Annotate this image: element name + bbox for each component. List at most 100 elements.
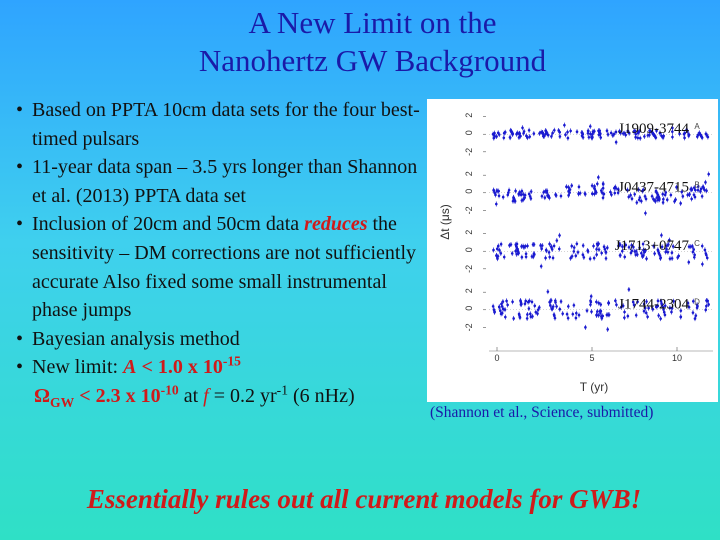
residual-point — [648, 129, 651, 133]
residual-point — [671, 126, 674, 130]
y-tick-label: 2 — [464, 288, 474, 293]
residual-point — [521, 244, 525, 248]
pulsar-label: J1909-3744 — [618, 121, 689, 137]
residual-point — [577, 313, 581, 317]
y-axis-label: Δt (μs) — [438, 204, 452, 240]
residual-point — [501, 300, 505, 303]
residual-point — [528, 299, 531, 303]
residual-point — [526, 313, 529, 316]
residual-point — [553, 128, 556, 132]
residual-point — [527, 128, 531, 132]
residual-point — [632, 245, 635, 249]
residual-point — [565, 185, 568, 188]
residual-point — [621, 304, 625, 308]
conclusion-text: Essentially rules out all current models… — [86, 484, 642, 514]
residual-point — [671, 245, 675, 248]
residual-point — [651, 307, 655, 311]
residual-point — [528, 195, 532, 198]
residual-point — [566, 316, 570, 320]
residual-point — [614, 299, 617, 303]
residual-point — [665, 247, 668, 251]
residual-point — [638, 136, 642, 140]
residual-point — [492, 133, 496, 137]
residual-point — [531, 243, 535, 246]
residual-point — [627, 195, 631, 199]
residual-point — [675, 185, 678, 189]
residual-point — [616, 191, 620, 195]
residual-point — [599, 303, 603, 306]
residual-point — [636, 131, 640, 135]
residual-point — [550, 307, 553, 311]
residual-point — [532, 252, 536, 255]
residual-point — [575, 311, 578, 315]
residual-point — [693, 195, 697, 199]
bullet-list: • Based on PPTA 10cm data sets for the f… — [16, 96, 436, 411]
residual-point — [496, 257, 499, 260]
residual-point — [540, 194, 544, 198]
residual-point — [520, 189, 524, 193]
emphasis-reduces: reduces — [304, 213, 368, 236]
freq-symbol: f — [203, 384, 209, 407]
residual-point — [539, 264, 543, 268]
residual-point — [642, 188, 645, 192]
y-tick-label: -2 — [464, 206, 474, 214]
residual-point — [590, 192, 594, 196]
residual-point — [592, 130, 595, 134]
residual-point — [671, 135, 674, 139]
residual-point — [618, 254, 622, 257]
residual-point — [571, 312, 575, 316]
residual-point — [633, 250, 637, 253]
residual-point — [630, 249, 634, 253]
residual-point — [648, 133, 651, 137]
residual-point — [494, 202, 498, 206]
residual-point — [619, 131, 622, 135]
residual-point — [523, 245, 527, 248]
y-tick-label: 0 — [464, 306, 474, 311]
residual-point — [670, 251, 674, 255]
residual-point — [642, 248, 645, 252]
residual-point — [606, 328, 609, 331]
residual-point — [654, 136, 658, 139]
residual-point — [506, 303, 509, 307]
residual-point — [664, 191, 668, 194]
residual-point — [494, 193, 497, 197]
limit-A-value: < 1.0 x 10 — [136, 356, 223, 379]
residual-point — [646, 315, 649, 319]
residual-point — [642, 309, 646, 313]
residual-point — [572, 303, 576, 307]
residual-point — [627, 288, 631, 291]
bullet-item: • Based on PPTA 10cm data sets for the f… — [16, 96, 436, 153]
residual-point — [609, 131, 613, 135]
residual-point — [669, 193, 673, 197]
residual-point — [527, 307, 531, 310]
residual-point — [574, 316, 578, 320]
residual-point — [545, 189, 549, 192]
residual-point — [563, 123, 566, 127]
residual-point — [497, 133, 501, 136]
residual-point — [630, 243, 633, 247]
residual-point — [576, 251, 580, 254]
residual-point — [596, 310, 599, 313]
residual-point — [640, 199, 643, 203]
residual-point — [593, 192, 596, 196]
residual-point — [511, 300, 514, 304]
omega-value: < 2.3 x 10 — [74, 384, 161, 407]
residual-point — [656, 299, 660, 303]
residual-point — [627, 131, 631, 135]
residual-point — [496, 244, 500, 248]
residual-point — [503, 131, 507, 134]
residual-point — [691, 245, 694, 248]
residual-point — [548, 196, 551, 200]
bullet-item: • Bayesian analysis method — [16, 325, 436, 354]
residual-point — [530, 300, 534, 304]
residual-point — [691, 299, 695, 303]
residual-point — [551, 305, 555, 308]
residual-point — [501, 195, 505, 199]
slide-title: A New Limit on the Nanohertz GW Backgrou… — [0, 4, 720, 80]
residual-point — [659, 256, 663, 259]
residual-point — [692, 193, 696, 197]
residual-point — [653, 252, 656, 255]
citation: (Shannon et al., Science, submitted) — [430, 404, 654, 421]
residual-point — [520, 255, 524, 259]
omega-subscript: GW — [50, 394, 75, 410]
